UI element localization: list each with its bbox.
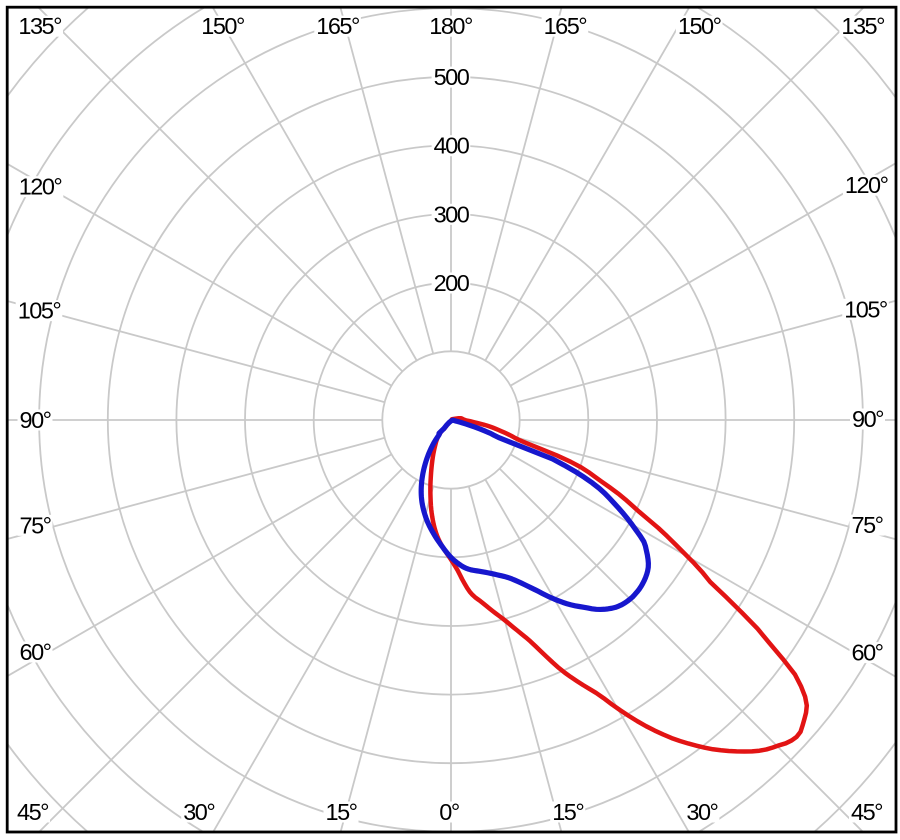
svg-text:200: 200: [434, 270, 470, 296]
svg-text:180°: 180°: [429, 13, 472, 39]
svg-text:30°: 30°: [686, 799, 717, 825]
svg-text:15°: 15°: [552, 799, 583, 825]
svg-text:120°: 120°: [19, 174, 62, 200]
svg-text:90°: 90°: [852, 406, 883, 432]
svg-text:15°: 15°: [326, 799, 357, 825]
svg-text:135°: 135°: [841, 13, 884, 39]
svg-text:45°: 45°: [851, 799, 882, 825]
svg-text:75°: 75°: [852, 512, 883, 538]
svg-text:105°: 105°: [18, 298, 61, 324]
svg-text:165°: 165°: [544, 13, 587, 39]
svg-text:45°: 45°: [17, 799, 48, 825]
svg-text:90°: 90°: [20, 407, 51, 433]
svg-text:150°: 150°: [678, 13, 721, 39]
svg-text:105°: 105°: [844, 296, 887, 322]
svg-text:0°: 0°: [439, 799, 459, 825]
svg-text:165°: 165°: [316, 13, 359, 39]
svg-text:300: 300: [434, 201, 470, 227]
svg-text:500: 500: [434, 64, 470, 90]
svg-text:400: 400: [434, 133, 470, 159]
svg-text:75°: 75°: [20, 512, 51, 538]
svg-text:150°: 150°: [201, 13, 244, 39]
svg-text:120°: 120°: [845, 172, 888, 198]
svg-text:60°: 60°: [852, 640, 883, 666]
svg-text:30°: 30°: [183, 799, 214, 825]
svg-text:60°: 60°: [20, 639, 51, 665]
svg-text:135°: 135°: [18, 13, 61, 39]
